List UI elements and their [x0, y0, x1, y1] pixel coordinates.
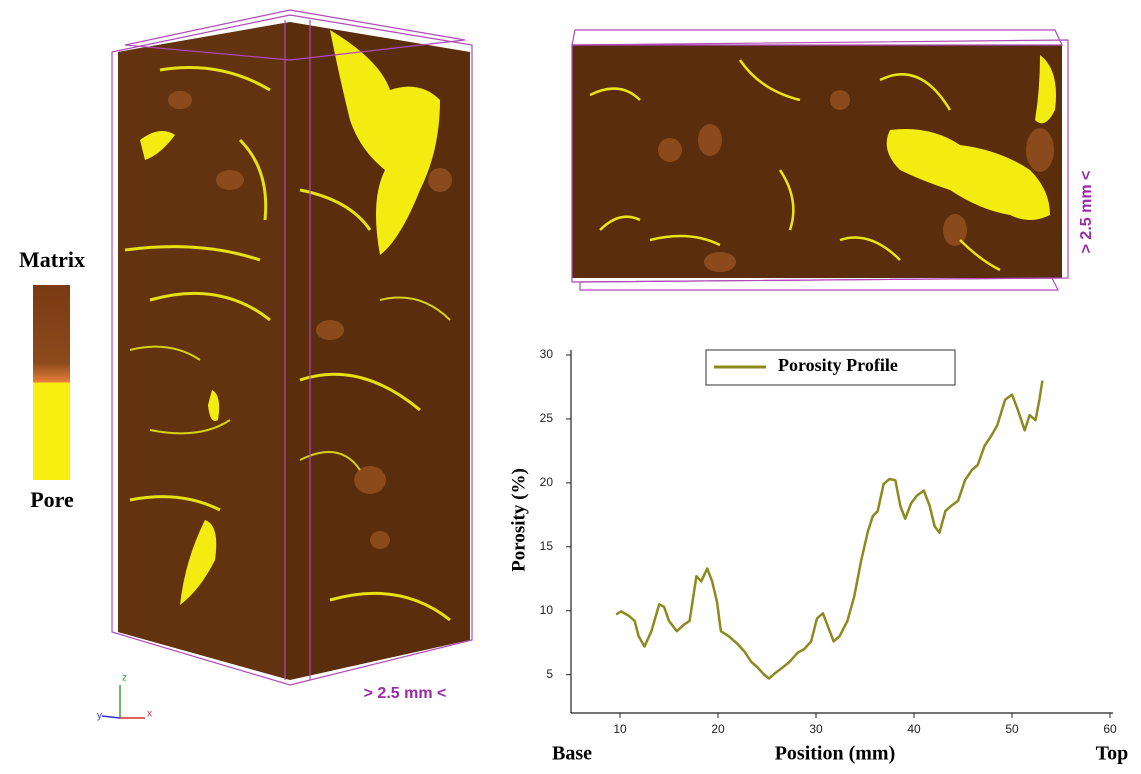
slice-render: > 2.5 mm < [571, 29, 1095, 291]
colorbar-bottom-label: Pore [30, 487, 74, 512]
y-axis-label: Porosity (%) [508, 468, 529, 572]
x-tick-label: 30 [809, 722, 823, 736]
x-tick-label: 60 [1103, 722, 1117, 736]
x-tick-label: 20 [711, 722, 725, 736]
y-tick-label: 10 [540, 603, 554, 617]
y-tick-label: 30 [540, 347, 554, 361]
scale-label: > 2.5 mm < [364, 685, 447, 702]
x-tick-label: 50 [1005, 722, 1019, 736]
x-tick-label: 10 [613, 722, 627, 736]
axis-triad: z y x [97, 673, 152, 722]
colorbar: Matrix Pore [19, 247, 85, 512]
line-chart: 5 10 15 20 25 30 10 20 30 40 50 60 Porosity (%) Posit… [508, 347, 1128, 764]
x-end-label: Top [1096, 743, 1129, 765]
triad-label: x [147, 709, 152, 720]
colorbar-gradient [33, 285, 70, 480]
colorbar-top-label: Matrix [19, 247, 85, 272]
legend-label: Porosity Profile [778, 355, 898, 375]
y-tick-label: 15 [540, 539, 554, 553]
legend: Porosity Profile [705, 349, 956, 386]
scale-label: > 2.5 mm < [1078, 171, 1095, 254]
triad-label: z [122, 673, 127, 684]
x-axis-label: Position (mm) [775, 743, 896, 765]
y-tick-label: 5 [546, 667, 553, 681]
x-tick-label: 40 [907, 722, 921, 736]
data-line [615, 380, 1044, 680]
triad-label: y [97, 711, 102, 722]
y-tick-label: 20 [540, 475, 554, 489]
volume-render: > 2.5 mm < [111, 9, 473, 702]
x-end-label: Base [552, 743, 592, 765]
y-tick-label: 25 [540, 411, 554, 425]
